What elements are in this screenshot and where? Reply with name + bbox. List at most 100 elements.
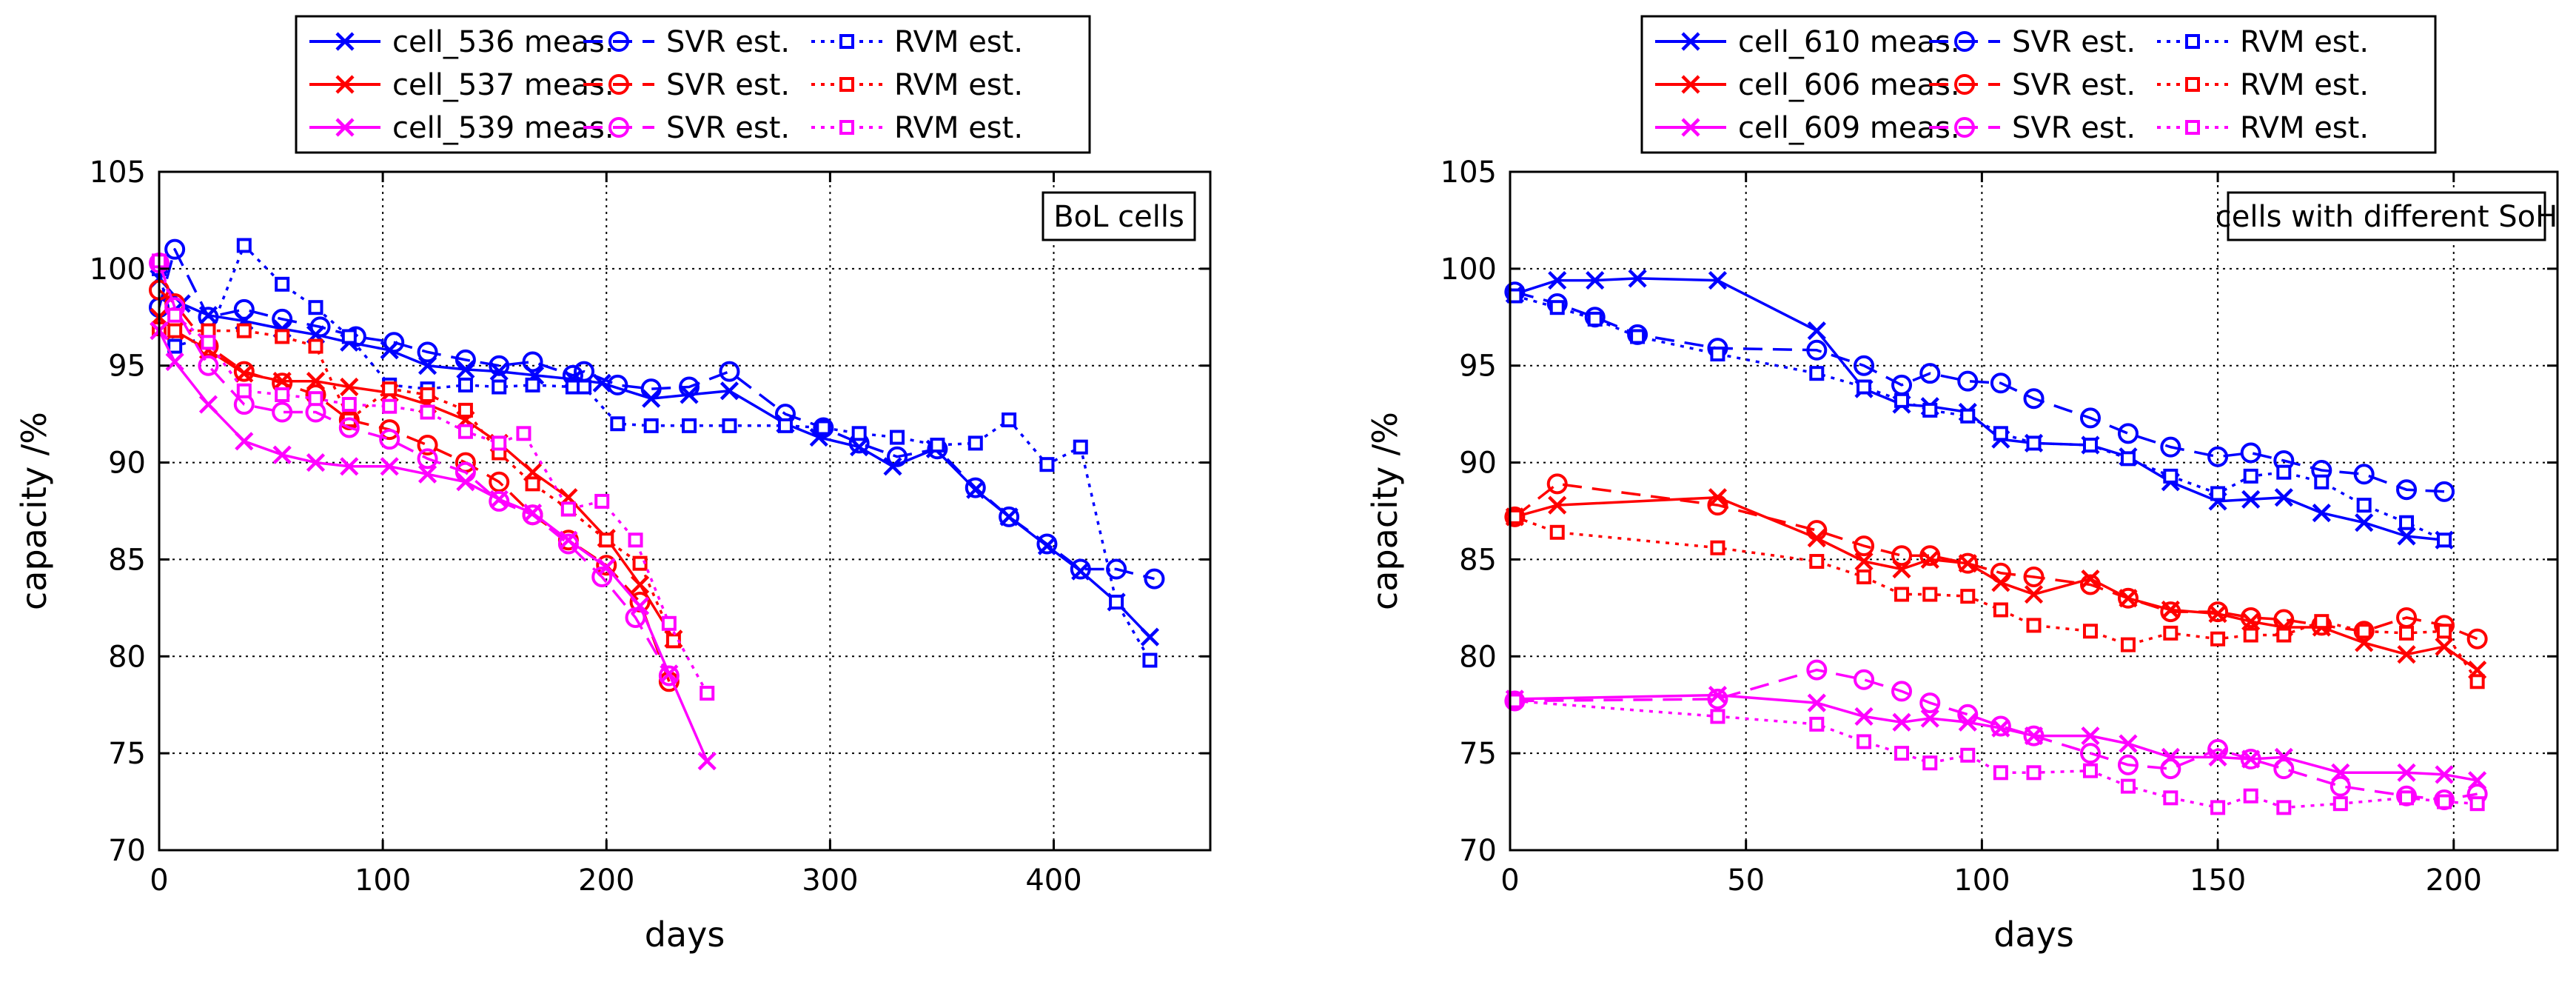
data-point bbox=[306, 452, 326, 472]
chart-1: 0 100 200 300 400 70 75 80 85 90 95 100 105 days capac… bbox=[14, 15, 1212, 955]
data-point bbox=[2024, 584, 2044, 604]
legend-label: RVM est. bbox=[2240, 25, 2369, 59]
data-point bbox=[1070, 558, 1091, 580]
data-point bbox=[883, 457, 902, 476]
data-point bbox=[2243, 627, 2258, 643]
data-point bbox=[1856, 569, 1872, 584]
data-point bbox=[2435, 637, 2454, 656]
data-point bbox=[1990, 562, 2011, 584]
data-point bbox=[1039, 457, 1055, 472]
annotation-box bbox=[1042, 191, 1196, 241]
data-point bbox=[2117, 754, 2139, 775]
data-point bbox=[1806, 659, 1828, 681]
data-point bbox=[379, 429, 400, 450]
data-point bbox=[164, 238, 186, 260]
data-point bbox=[2207, 446, 2229, 467]
data-point bbox=[2163, 468, 2178, 484]
legend-label: RVM est. bbox=[2240, 111, 2369, 145]
data-point bbox=[1957, 370, 1979, 392]
chart-2: 0 50 100 150 200 70 75 80 85 90 95 100 105 days capaci… bbox=[1365, 15, 2559, 955]
data-point bbox=[1990, 373, 2011, 394]
data-point bbox=[965, 477, 986, 498]
data-point bbox=[1710, 347, 1725, 362]
annotation: BoL cells bbox=[1042, 191, 1196, 241]
legend-label: cell_539 meas. bbox=[392, 111, 614, 145]
data-point bbox=[1854, 355, 1875, 376]
data-point bbox=[2397, 645, 2416, 664]
data-point bbox=[2243, 788, 2258, 804]
data-point bbox=[1894, 393, 1910, 408]
y-tick-label: 75 bbox=[108, 737, 146, 771]
plot-area bbox=[1510, 172, 2557, 850]
data-point bbox=[1960, 747, 1976, 763]
data-point bbox=[420, 404, 435, 420]
y-tick-label: 100 bbox=[1440, 253, 1497, 287]
annotation-text: BoL cells bbox=[1053, 200, 1184, 234]
data-point bbox=[722, 418, 737, 433]
data-point bbox=[1708, 686, 1728, 705]
legend-marker bbox=[839, 77, 854, 92]
series-8 bbox=[1504, 659, 2488, 810]
legend-label: SVR est. bbox=[2012, 68, 2136, 102]
data-point bbox=[2397, 763, 2416, 782]
data-point bbox=[1993, 426, 2008, 441]
data-point bbox=[2437, 794, 2452, 809]
data-point bbox=[2026, 618, 2042, 633]
legend-entry: SVR est. bbox=[1929, 25, 2136, 59]
data-point bbox=[930, 438, 945, 453]
legend-marker bbox=[839, 34, 854, 49]
data-point bbox=[2119, 734, 2138, 753]
y-tick-label: 90 bbox=[1459, 447, 1497, 481]
data-point bbox=[1710, 540, 1725, 555]
legend-entry: RVM est. bbox=[2157, 68, 2369, 102]
data-point bbox=[167, 338, 183, 354]
data-point bbox=[2243, 468, 2258, 484]
data-point bbox=[417, 341, 438, 363]
legend-label: cell_536 meas. bbox=[392, 25, 614, 59]
data-point bbox=[816, 420, 831, 435]
data-point bbox=[1109, 595, 1124, 610]
data-point bbox=[2312, 504, 2331, 523]
data-point bbox=[457, 424, 473, 439]
data-point bbox=[596, 555, 617, 576]
series-line bbox=[1514, 482, 2478, 641]
data-point bbox=[236, 383, 252, 398]
data-point bbox=[1806, 339, 1828, 361]
data-point bbox=[417, 464, 437, 484]
data-point bbox=[2397, 527, 2416, 546]
data-point bbox=[1856, 734, 1872, 749]
legend-entry: cell_536 meas. bbox=[309, 25, 614, 59]
data-point bbox=[522, 351, 543, 373]
data-point bbox=[2332, 796, 2348, 812]
series-2 bbox=[1504, 281, 2455, 502]
data-point bbox=[309, 316, 331, 338]
legend-entry: RVM est. bbox=[811, 68, 1023, 102]
data-point bbox=[560, 501, 576, 517]
y-tick-label: 105 bbox=[1440, 156, 1497, 190]
data-point bbox=[2210, 631, 2226, 647]
y-tick-label: 80 bbox=[108, 640, 146, 674]
data-point bbox=[1504, 506, 1526, 527]
data-point bbox=[1549, 300, 1565, 315]
legend-marker bbox=[1954, 31, 1975, 52]
data-point bbox=[2240, 607, 2261, 628]
data-point bbox=[2355, 513, 2374, 532]
data-point bbox=[1807, 321, 1826, 341]
y-tick-label: 95 bbox=[108, 350, 146, 384]
legend-entry: RVM est. bbox=[2157, 111, 2369, 145]
data-point bbox=[2276, 800, 2292, 815]
data-point bbox=[516, 426, 531, 441]
x-tick-label: 50 bbox=[1727, 864, 1765, 898]
data-point bbox=[594, 493, 610, 509]
y-tick-label: 100 bbox=[90, 253, 146, 287]
series-line bbox=[1514, 515, 2479, 683]
series-7 bbox=[150, 321, 717, 771]
legend-entry: cell_609 meas. bbox=[1655, 111, 1960, 145]
y-tick-label: 75 bbox=[1459, 737, 1497, 771]
data-point bbox=[489, 471, 510, 492]
legend-marker bbox=[608, 31, 629, 52]
data-point bbox=[1036, 533, 1058, 555]
data-point bbox=[2273, 758, 2295, 780]
data-point bbox=[489, 355, 510, 376]
series-6 bbox=[1507, 509, 2485, 689]
